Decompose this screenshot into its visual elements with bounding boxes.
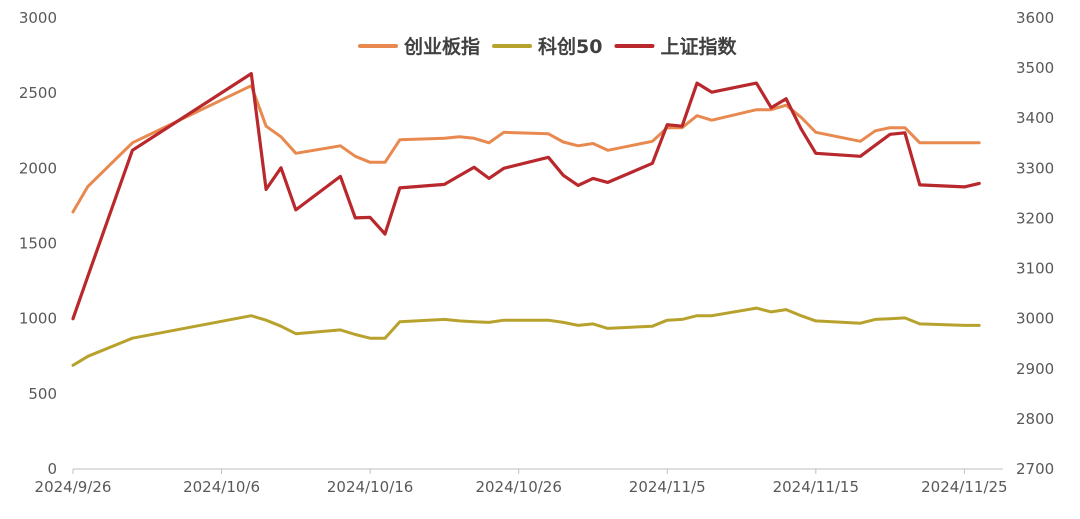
series-layer xyxy=(71,72,981,367)
x-axis: 2024/9/26 2024/10/6 2024/10/16 2024/10/26 20… xyxy=(35,468,1008,496)
x-tick-label: 2024/11/5 xyxy=(629,478,706,496)
legend-label: 上证指数 xyxy=(660,35,737,58)
right-tick-label: 2800 xyxy=(1016,410,1054,428)
legend: 创业板指 科创50 上证指数 xyxy=(358,35,737,58)
series-line-2 xyxy=(71,306,981,367)
right-tick-label: 3400 xyxy=(1016,109,1054,127)
left-tick-label: 2000 xyxy=(19,159,57,177)
x-tick-label: 2024/10/16 xyxy=(327,478,413,496)
left-tick-label: 3000 xyxy=(19,9,57,27)
x-tick-label: 2024/10/26 xyxy=(475,478,561,496)
right-tick-label: 3200 xyxy=(1016,209,1054,227)
legend-label: 创业板指 xyxy=(403,35,480,58)
x-tick-label: 2024/9/26 xyxy=(35,478,112,496)
right-tick-label: 2700 xyxy=(1016,460,1054,478)
left-tick-label: 500 xyxy=(28,385,57,403)
right-tick-label: 3100 xyxy=(1016,260,1054,278)
x-tick-label: 2024/11/25 xyxy=(921,478,1007,496)
left-y-axis: 0 500 1000 1500 2000 2500 3000 xyxy=(19,9,57,478)
series-line-1 xyxy=(71,84,981,214)
right-tick-label: 3000 xyxy=(1016,310,1054,328)
x-tick-label: 2024/10/6 xyxy=(183,478,260,496)
left-tick-label: 1000 xyxy=(19,310,57,328)
x-tick-label: 2024/11/15 xyxy=(773,478,859,496)
legend-label: 科创50 xyxy=(538,35,602,58)
left-tick-label: 2500 xyxy=(19,84,57,102)
left-tick-label: 0 xyxy=(47,460,57,478)
left-tick-label: 1500 xyxy=(19,235,57,253)
series-line-3 xyxy=(71,72,981,321)
right-tick-label: 3600 xyxy=(1016,9,1054,27)
right-y-axis: 2700 2800 2900 3000 3100 3200 3300 3400 3500 3600 xyxy=(1016,9,1054,478)
right-tick-label: 3300 xyxy=(1016,159,1054,177)
right-tick-label: 2900 xyxy=(1016,360,1054,378)
right-tick-label: 3500 xyxy=(1016,59,1054,77)
